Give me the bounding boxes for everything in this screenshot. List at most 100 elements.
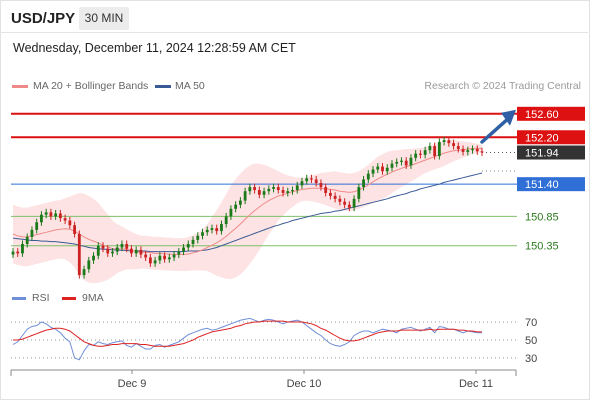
candle-body — [291, 190, 294, 191]
candle-body — [433, 146, 436, 156]
candle-body — [353, 199, 356, 208]
candle-body — [263, 191, 266, 195]
candle-body — [253, 187, 256, 190]
candle-body — [163, 256, 166, 260]
candle-body — [329, 193, 332, 196]
candle-body — [173, 255, 176, 258]
candle-body — [310, 178, 313, 179]
candle-body — [45, 212, 48, 214]
candle-body — [182, 248, 185, 252]
candle-body — [220, 224, 223, 231]
candle-body — [121, 244, 124, 248]
rsi-tick-50: 50 — [525, 335, 537, 347]
level-label-152.60: 152.60 — [525, 109, 559, 121]
candle-body — [78, 234, 81, 275]
candle-body — [201, 232, 204, 236]
forecast-arrow-shaft — [482, 119, 508, 142]
candle-body — [320, 183, 323, 187]
candle-body — [168, 257, 171, 259]
candle-body — [452, 143, 455, 146]
rsi-tick-70: 70 — [525, 317, 537, 329]
candle-body — [410, 158, 413, 166]
level-label-152.20: 152.20 — [525, 132, 559, 144]
x-tick-label: Dec 9 — [118, 378, 147, 390]
candle-body — [443, 140, 446, 142]
candle-body — [405, 161, 408, 166]
candle-body — [481, 151, 484, 152]
candle-body — [102, 246, 105, 249]
candle-body — [248, 187, 251, 191]
candle-body — [457, 146, 460, 149]
candle-body — [277, 187, 280, 190]
current-price-label: 151.94 — [525, 148, 559, 160]
candle-body — [35, 222, 38, 230]
candle-body — [26, 237, 29, 244]
candle-body — [16, 252, 19, 254]
candle-body — [414, 154, 417, 158]
candle-body — [357, 187, 360, 199]
candle-body — [87, 260, 90, 269]
candle-body — [192, 240, 195, 244]
candle-body — [462, 149, 465, 152]
candle-body — [158, 256, 161, 261]
candle-body — [476, 149, 479, 151]
candle-body — [116, 248, 119, 252]
candle-body — [324, 187, 327, 193]
candle-body — [140, 250, 143, 255]
rsi-line — [13, 318, 482, 359]
candle-body — [286, 191, 289, 193]
candle-body — [31, 230, 34, 237]
candle-body — [68, 221, 71, 226]
candle-body — [386, 168, 389, 172]
candle-body — [272, 187, 275, 189]
candle-body — [447, 140, 450, 143]
candle-body — [54, 213, 57, 216]
candle-body — [466, 150, 469, 152]
candle-body — [438, 142, 441, 156]
level-label-151.40: 151.40 — [525, 179, 559, 191]
x-tick-label: Dec 10 — [287, 378, 322, 390]
candle-body — [267, 189, 270, 191]
candle-body — [144, 255, 147, 258]
candle-body — [111, 252, 114, 254]
candle-body — [362, 179, 365, 187]
candle-body — [64, 218, 67, 220]
candle-body — [225, 216, 228, 224]
candle-body — [428, 146, 431, 150]
rsi-tick-30: 30 — [525, 353, 537, 365]
candle-body — [49, 212, 52, 216]
candle-body — [239, 201, 242, 205]
candle-body — [315, 179, 318, 183]
candle-body — [125, 244, 128, 249]
candle-body — [106, 249, 109, 254]
rsi-ma-line — [13, 321, 482, 346]
candle-body — [395, 162, 398, 164]
candle-body — [130, 249, 133, 254]
candle-body — [400, 161, 403, 162]
candle-body — [21, 244, 24, 253]
candle-body — [149, 257, 152, 263]
candle-body — [471, 149, 474, 150]
candle-body — [83, 269, 86, 275]
candle-body — [258, 190, 261, 195]
candle-body — [305, 178, 308, 181]
candle-body — [244, 191, 247, 200]
candle-body — [97, 246, 100, 256]
candle-body — [338, 199, 341, 202]
candle-body — [424, 150, 427, 155]
candle-body — [334, 196, 337, 199]
candle-body — [419, 154, 422, 155]
candle-body — [381, 167, 384, 172]
level-label-150.85: 150.85 — [525, 211, 559, 223]
candle-body — [343, 202, 346, 205]
candle-body — [234, 205, 237, 209]
candle-body — [12, 252, 15, 255]
candle-body — [376, 167, 379, 170]
candle-body — [92, 256, 95, 261]
candle-body — [73, 225, 76, 234]
candle-body — [215, 228, 218, 231]
candle-body — [211, 228, 214, 230]
candle-body — [391, 164, 394, 168]
candle-body — [301, 181, 304, 185]
